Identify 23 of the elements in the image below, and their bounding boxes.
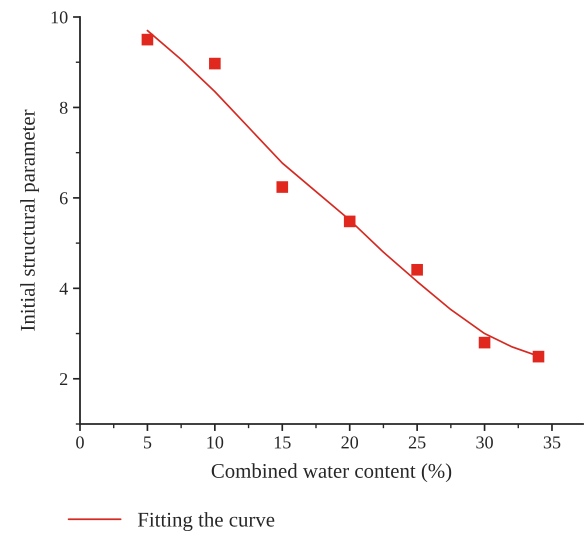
x-tick-label: 10 [207,436,224,449]
x-tick-label: 0 [76,436,84,449]
point [411,264,423,276]
y-tick-label: 4 [60,282,68,295]
point [142,34,154,46]
x-tick-label: 25 [408,436,426,449]
point [209,58,221,70]
y-tick-label: 6 [60,192,68,204]
y-tick-label: 8 [60,102,68,114]
point [532,350,544,362]
x-tick-label: 20 [341,436,358,449]
y-axis-title: Initial structural parameter [20,110,40,331]
point [478,336,490,348]
y-tick-label: 2 [60,373,68,386]
x-axis-title: Combined water content (%) [212,463,452,482]
x-tick-label: 30 [476,436,493,449]
point [276,181,288,193]
point [344,216,356,228]
x-tick-label: 5 [144,436,152,449]
legend-label: Fitting the curve [138,512,274,532]
x-tick-label: 15 [274,436,291,449]
y-tick-label: 10 [52,11,68,24]
x-tick-label: 35 [544,436,560,449]
